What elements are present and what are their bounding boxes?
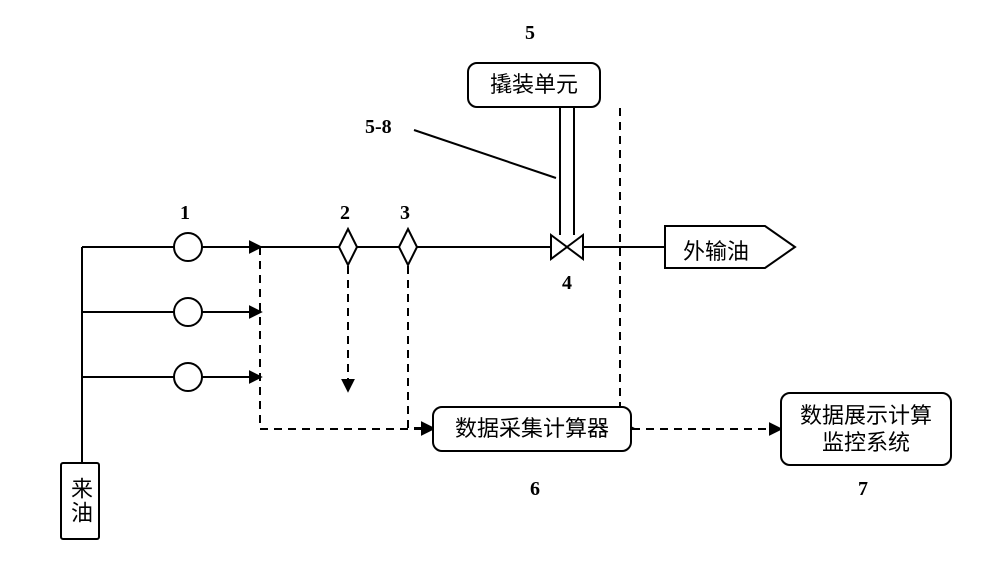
label-5: 5 — [525, 22, 535, 45]
label-4: 4 — [562, 272, 572, 295]
label-3: 3 — [400, 202, 410, 225]
data-collector-box: 数据采集计算器 — [432, 406, 632, 452]
label-2: 2 — [340, 202, 350, 225]
label-6: 6 — [530, 478, 540, 501]
label-7: 7 — [858, 478, 868, 501]
oil-inlet-box: 来油 — [60, 462, 100, 540]
monitor-system-box: 数据展示计算监控系统 — [780, 392, 952, 466]
label-5-8: 5-8 — [365, 116, 392, 139]
oil-output-label: 外输油 — [683, 234, 749, 266]
skid-unit-box: 撬装单元 — [467, 62, 601, 108]
label-1: 1 — [180, 202, 190, 225]
